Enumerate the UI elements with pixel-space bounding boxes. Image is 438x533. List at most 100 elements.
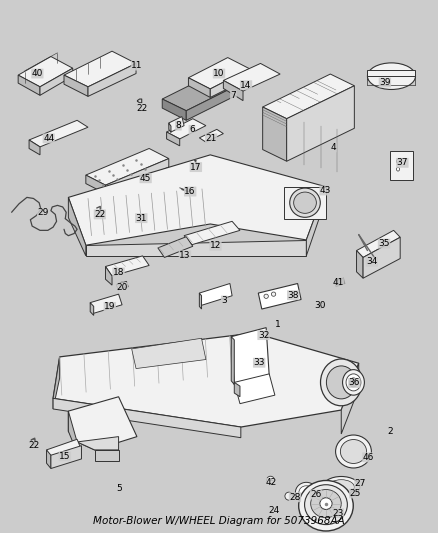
Polygon shape xyxy=(132,338,206,368)
Polygon shape xyxy=(46,439,81,461)
Polygon shape xyxy=(53,333,359,427)
Text: 46: 46 xyxy=(363,453,374,462)
Ellipse shape xyxy=(295,482,317,503)
Ellipse shape xyxy=(323,477,360,498)
Text: 18: 18 xyxy=(113,268,124,277)
Polygon shape xyxy=(199,293,201,309)
Ellipse shape xyxy=(320,498,332,510)
Text: 20: 20 xyxy=(117,282,128,292)
Text: 26: 26 xyxy=(310,490,321,499)
Ellipse shape xyxy=(304,484,347,524)
Polygon shape xyxy=(199,130,223,142)
Text: 30: 30 xyxy=(314,301,326,310)
Polygon shape xyxy=(64,51,136,87)
Polygon shape xyxy=(162,99,186,120)
Text: 3: 3 xyxy=(221,296,227,305)
Ellipse shape xyxy=(321,359,362,406)
Text: 21: 21 xyxy=(205,134,217,143)
Polygon shape xyxy=(77,437,119,450)
Text: 16: 16 xyxy=(184,187,196,196)
Polygon shape xyxy=(68,411,77,453)
Text: 13: 13 xyxy=(179,251,191,260)
Text: 22: 22 xyxy=(28,441,40,450)
Polygon shape xyxy=(166,132,180,146)
Text: 39: 39 xyxy=(379,78,391,87)
Polygon shape xyxy=(223,63,280,91)
Text: 22: 22 xyxy=(137,103,148,112)
Polygon shape xyxy=(95,450,119,461)
Text: 36: 36 xyxy=(349,378,360,387)
Ellipse shape xyxy=(285,492,293,500)
Text: 38: 38 xyxy=(287,290,299,300)
Polygon shape xyxy=(234,374,275,403)
Polygon shape xyxy=(234,382,240,397)
Text: 6: 6 xyxy=(189,125,195,134)
Polygon shape xyxy=(285,187,326,219)
Ellipse shape xyxy=(367,63,416,90)
Polygon shape xyxy=(53,357,60,409)
Text: 15: 15 xyxy=(59,452,71,461)
Polygon shape xyxy=(68,197,86,256)
Ellipse shape xyxy=(119,282,125,288)
Text: 29: 29 xyxy=(37,208,49,217)
Polygon shape xyxy=(186,87,234,120)
Ellipse shape xyxy=(340,440,367,464)
Polygon shape xyxy=(18,56,73,87)
Text: 1: 1 xyxy=(275,320,281,329)
Polygon shape xyxy=(46,450,51,469)
Polygon shape xyxy=(363,237,400,278)
Text: 33: 33 xyxy=(254,358,265,367)
Text: 14: 14 xyxy=(240,80,252,90)
Ellipse shape xyxy=(299,480,353,531)
Polygon shape xyxy=(51,446,81,469)
Ellipse shape xyxy=(311,489,341,518)
Ellipse shape xyxy=(264,294,268,298)
Polygon shape xyxy=(199,284,232,305)
Text: 12: 12 xyxy=(210,241,221,251)
Text: 5: 5 xyxy=(117,484,122,493)
Text: 25: 25 xyxy=(350,489,361,498)
Polygon shape xyxy=(166,119,206,139)
Text: 31: 31 xyxy=(135,214,147,223)
Text: 27: 27 xyxy=(355,479,366,488)
Polygon shape xyxy=(231,328,269,384)
Text: 37: 37 xyxy=(397,158,408,167)
Text: 35: 35 xyxy=(378,239,390,248)
Text: 22: 22 xyxy=(94,210,106,219)
Ellipse shape xyxy=(343,369,364,395)
Polygon shape xyxy=(122,208,141,224)
Polygon shape xyxy=(122,214,124,225)
Polygon shape xyxy=(223,80,243,101)
Polygon shape xyxy=(40,68,73,95)
Text: 28: 28 xyxy=(289,492,300,502)
Ellipse shape xyxy=(272,292,276,296)
Text: Motor-Blower W/WHEEL Diagram for 5073968AA: Motor-Blower W/WHEEL Diagram for 5073968… xyxy=(93,516,345,526)
Polygon shape xyxy=(367,64,416,87)
Ellipse shape xyxy=(328,480,354,495)
Polygon shape xyxy=(169,117,184,132)
Text: 32: 32 xyxy=(258,330,269,340)
Polygon shape xyxy=(86,175,106,193)
Text: 40: 40 xyxy=(32,69,43,78)
Polygon shape xyxy=(258,284,301,309)
Text: 7: 7 xyxy=(230,91,236,100)
Ellipse shape xyxy=(336,435,371,468)
Ellipse shape xyxy=(299,486,314,499)
Text: 43: 43 xyxy=(320,186,331,195)
Ellipse shape xyxy=(326,366,356,399)
Text: 24: 24 xyxy=(269,506,280,515)
Ellipse shape xyxy=(396,167,399,171)
Text: 44: 44 xyxy=(43,134,54,143)
Polygon shape xyxy=(162,75,234,111)
Ellipse shape xyxy=(267,476,275,484)
Polygon shape xyxy=(188,58,250,89)
Text: 19: 19 xyxy=(104,302,116,311)
Polygon shape xyxy=(64,75,88,96)
Polygon shape xyxy=(29,140,40,155)
Polygon shape xyxy=(18,75,40,95)
Polygon shape xyxy=(263,74,354,119)
Polygon shape xyxy=(117,281,128,290)
Text: 17: 17 xyxy=(190,163,201,172)
Text: 23: 23 xyxy=(332,508,343,518)
Polygon shape xyxy=(158,237,193,257)
